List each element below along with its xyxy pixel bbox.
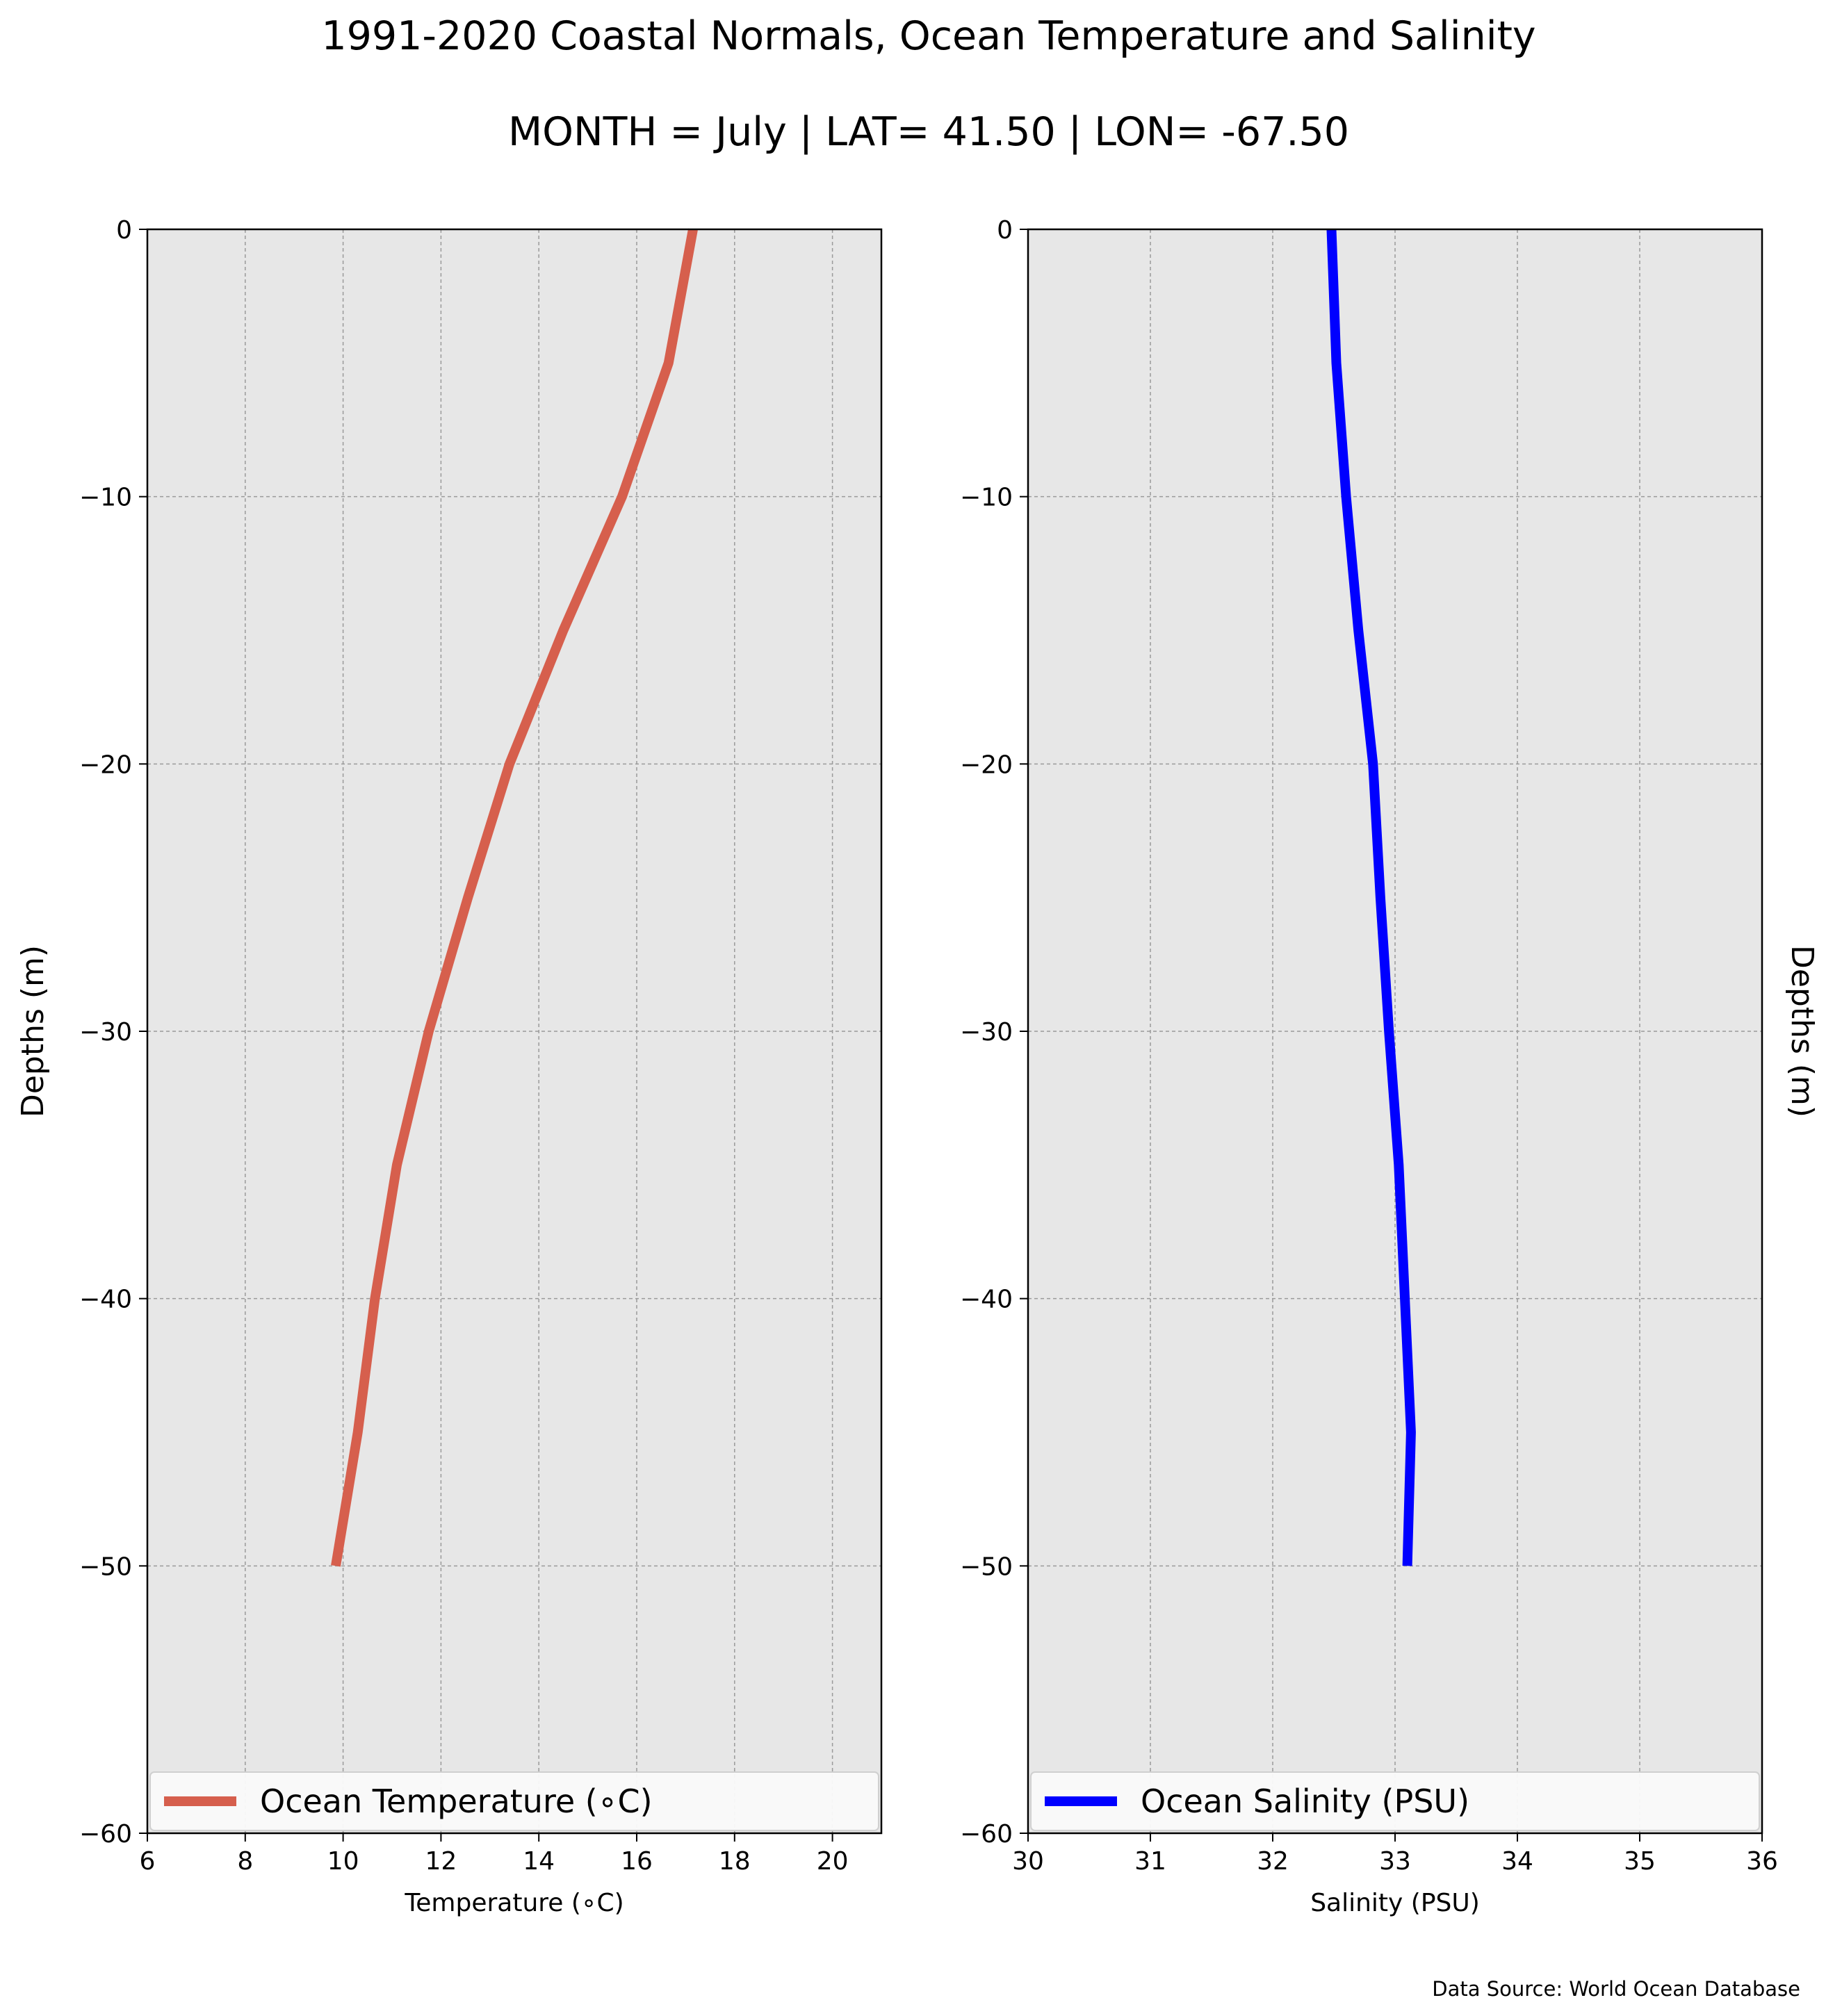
temperature-x-tick-label: 14 <box>523 1847 555 1876</box>
temperature-ticks: 6 8 10 12 14 16 18 20 0 −10 −20 −30 −40 −50 −60 <box>79 216 848 1876</box>
temperature-y-tick-label: −20 <box>79 751 132 779</box>
salinity-y-tick-label: −10 <box>960 484 1013 512</box>
temperature-legend-box <box>149 1771 879 1831</box>
salinity-ticks: 30 31 32 33 34 35 36 0 −10 −20 −30 −40 −50 −60 <box>960 216 1778 1876</box>
salinity-gridlines <box>1028 229 1762 1833</box>
salinity-profile-line <box>1326 229 1416 1566</box>
temperature-x-tick-label: 8 <box>237 1847 253 1876</box>
salinity-x-tick-label: 31 <box>1134 1847 1166 1876</box>
temperature-y-tick-label: −40 <box>79 1286 132 1314</box>
temperature-y-tick-label: 0 <box>116 216 132 245</box>
chart-subtitle: MONTH = July | LAT= 41.50 | LON= -67.50 <box>508 109 1349 155</box>
temperature-y-tick-label: −50 <box>79 1552 132 1581</box>
salinity-y-tick-label: −20 <box>960 751 1013 779</box>
salinity-y-tick-label: −40 <box>960 1286 1013 1314</box>
salinity-y-tick-label: −50 <box>960 1552 1013 1581</box>
salinity-x-tick-label: 33 <box>1379 1847 1411 1876</box>
temperature-x-tick-label: 16 <box>621 1847 653 1876</box>
temperature-y-axis-label: Depths (m) <box>15 945 51 1117</box>
salinity-legend: Ocean Salinity (PSU) <box>1030 1771 1760 1831</box>
salinity-x-tick-label: 35 <box>1624 1847 1656 1876</box>
salinity-y-tick-label: −30 <box>960 1018 1013 1047</box>
temperature-legend: Ocean Temperature (∘C) <box>149 1771 879 1831</box>
data-source-note: Data Source: World Ocean Database <box>1432 1977 1800 2001</box>
temperature-x-tick-label: 6 <box>140 1847 156 1876</box>
salinity-y-tick-label: −60 <box>960 1820 1013 1849</box>
salinity-y-tick-label: 0 <box>997 216 1013 245</box>
salinity-x-tick-label: 36 <box>1746 1847 1778 1876</box>
temperature-x-tick-label: 12 <box>425 1847 457 1876</box>
salinity-y-axis-label: Depths (m) <box>1784 945 1820 1117</box>
temperature-x-tick-label: 20 <box>817 1847 849 1876</box>
temperature-panel: Ocean Temperature (∘C) 6 8 10 12 14 16 18 20 0 −1… <box>15 216 883 1917</box>
temperature-y-tick-label: −60 <box>79 1820 132 1849</box>
salinity-x-tick-label: 32 <box>1257 1847 1289 1876</box>
temperature-x-tick-label: 10 <box>327 1847 359 1876</box>
salinity-legend-box <box>1030 1771 1760 1831</box>
temperature-profile-line <box>331 228 698 1567</box>
temperature-gridlines <box>147 229 881 1833</box>
salinity-series <box>1326 229 1416 1566</box>
chart-title: 1991-2020 Coastal Normals, Ocean Tempera… <box>321 13 1535 59</box>
temperature-series <box>331 228 698 1567</box>
temperature-y-tick-label: −30 <box>79 1018 132 1047</box>
salinity-legend-label: Ocean Salinity (PSU) <box>1141 1783 1469 1820</box>
temperature-x-axis-label: Temperature (∘C) <box>404 1889 623 1917</box>
temperature-legend-label: Ocean Temperature (∘C) <box>260 1783 653 1820</box>
salinity-x-axis-label: Salinity (PSU) <box>1310 1889 1480 1917</box>
temperature-plot-area <box>147 229 881 1833</box>
salinity-x-tick-label: 30 <box>1012 1847 1044 1876</box>
temperature-y-tick-label: −10 <box>79 484 132 512</box>
salinity-panel: Ocean Salinity (PSU) 30 31 32 33 34 35 36 0 −10 −… <box>960 216 1820 1917</box>
temperature-x-tick-label: 18 <box>719 1847 751 1876</box>
salinity-x-tick-label: 34 <box>1501 1847 1533 1876</box>
